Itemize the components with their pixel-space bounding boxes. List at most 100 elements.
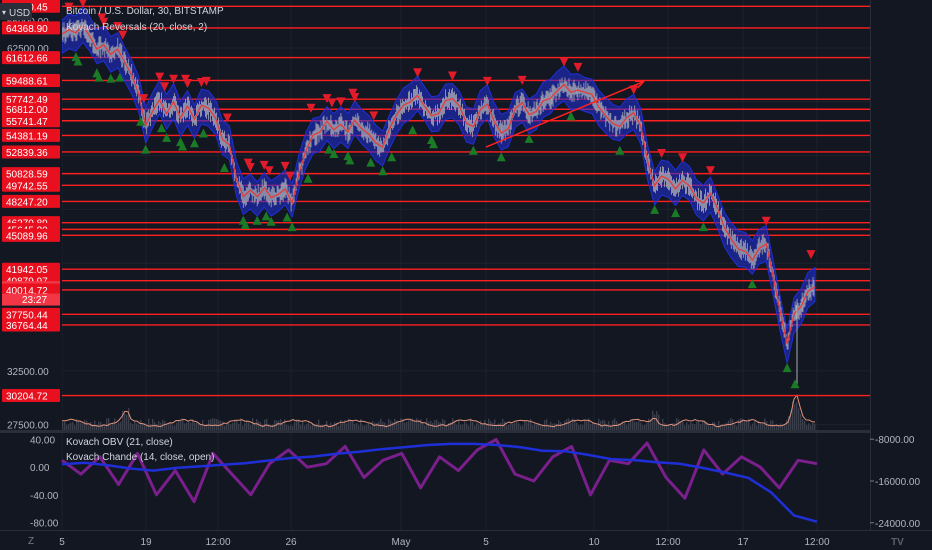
volume-bar — [388, 418, 390, 430]
bearish-reversal-marker — [97, 13, 107, 23]
bearish-reversal-marker — [201, 76, 211, 86]
countdown-badge — [2, 293, 60, 306]
bearish-reversal-marker — [327, 98, 337, 108]
volume-bar — [666, 424, 668, 430]
price-layer — [61, 18, 816, 387]
volume-bar — [566, 418, 568, 430]
volume-bar — [674, 423, 676, 430]
bullish-reversal-marker — [324, 144, 334, 154]
time-axis[interactable]: 5 19 12:00 26 May 5 10 12:00 17 12:00 — [59, 537, 830, 548]
price-level-badge — [2, 73, 60, 87]
volume-bar — [548, 425, 550, 430]
volume-bar — [510, 422, 512, 430]
volume-bar — [746, 421, 748, 430]
volume-bar — [282, 424, 284, 430]
bearish-reversal-marker — [348, 88, 358, 98]
volume-bar — [354, 423, 356, 430]
currency-badge[interactable] — [0, 3, 32, 20]
volume-bar — [132, 424, 134, 430]
price-level-label: 54381.19 — [6, 131, 48, 142]
bullish-reversal-marker — [94, 72, 104, 82]
price-tick-label: 62500.00 — [7, 44, 49, 55]
volume-bar — [470, 418, 472, 430]
volume-bar — [90, 422, 92, 430]
volume-bar — [710, 425, 712, 430]
corner-logo[interactable]: Z — [28, 536, 34, 547]
bearish-reversal-marker — [761, 216, 771, 226]
volume-bar — [464, 421, 466, 430]
currency-label[interactable]: USD — [9, 8, 30, 19]
time-tick-label: May — [392, 537, 411, 548]
volume-bar — [686, 422, 688, 430]
bearish-reversal-marker — [306, 103, 316, 113]
bullish-reversal-marker — [429, 139, 439, 149]
volume-bar — [302, 422, 304, 430]
volume-bar — [664, 423, 666, 430]
volume-bar — [144, 423, 146, 430]
volume-bar — [556, 424, 558, 430]
price-level-badge — [2, 194, 60, 208]
volume-bar — [786, 419, 788, 430]
volume-bar — [610, 424, 612, 430]
price-level-badge — [2, 21, 60, 35]
price-level-label: 57742.49 — [6, 95, 48, 106]
volume-bar — [244, 423, 246, 430]
bullish-reversal-marker — [329, 148, 339, 158]
bearish-reversal-marker — [413, 68, 423, 78]
volume-bar — [78, 421, 80, 430]
volume-bar — [536, 424, 538, 430]
volume-bar — [238, 423, 240, 430]
volume-bar — [254, 422, 256, 430]
volume-bar — [788, 416, 790, 430]
bearish-reversal-marker — [285, 171, 295, 181]
volume-bar — [294, 421, 296, 430]
price-tick-label: 27500.00 — [7, 421, 49, 432]
tradingview-logo-icon[interactable]: TV — [886, 533, 916, 548]
volume-bar — [338, 425, 340, 430]
volume-bar — [422, 422, 424, 430]
volume-bar — [630, 419, 632, 430]
volume-bar — [628, 422, 630, 430]
time-tick-label: 10 — [588, 537, 600, 548]
volume-bar — [706, 422, 708, 430]
volume-bar — [732, 419, 734, 430]
volume-bar — [506, 425, 508, 430]
chevron-down-icon[interactable]: ▾ — [2, 8, 6, 17]
time-tick-label: 17 — [737, 537, 749, 548]
volume-bar — [620, 423, 622, 430]
volume-bar — [520, 425, 522, 430]
volume-bar — [654, 414, 656, 430]
volume-bar — [258, 421, 260, 430]
bearish-reversal-marker — [517, 75, 527, 85]
volume-bar — [638, 421, 640, 430]
volume-bar — [702, 421, 704, 430]
volume-bar — [582, 424, 584, 430]
marker-layer — [64, 0, 816, 389]
volume-bar — [394, 418, 396, 430]
volume-bar — [250, 425, 252, 430]
volume-bar — [512, 423, 514, 430]
left-price-axis[interactable]: 27500.0032500.0062500.0065000.0066380.45… — [0, 0, 62, 432]
price-level-label: 49742.55 — [6, 181, 48, 192]
volume-bar — [186, 422, 188, 430]
trend-layer — [485, 80, 645, 148]
volume-bar — [578, 425, 580, 430]
volume-bar — [494, 419, 496, 430]
price-level-label: 59488.61 — [6, 76, 48, 87]
volume-bar — [310, 425, 312, 430]
volume-bar — [136, 423, 138, 430]
volume-bar — [586, 421, 588, 430]
bullish-reversal-marker — [650, 204, 660, 214]
bearish-reversal-marker — [678, 153, 688, 163]
bullish-reversal-marker — [698, 222, 708, 232]
volume-bar — [434, 419, 436, 430]
price-level-label: 55741.47 — [6, 117, 48, 128]
price-level-label: 40014.72 — [6, 286, 48, 297]
volume-bar — [114, 418, 116, 430]
right-osc-axis[interactable]: -8000.00 -16000.00 -24000.00 — [870, 435, 920, 530]
obv-line — [61, 442, 818, 523]
bullish-reversal-marker — [671, 208, 681, 218]
volume-bar — [356, 423, 358, 430]
volume-bar — [716, 425, 718, 430]
